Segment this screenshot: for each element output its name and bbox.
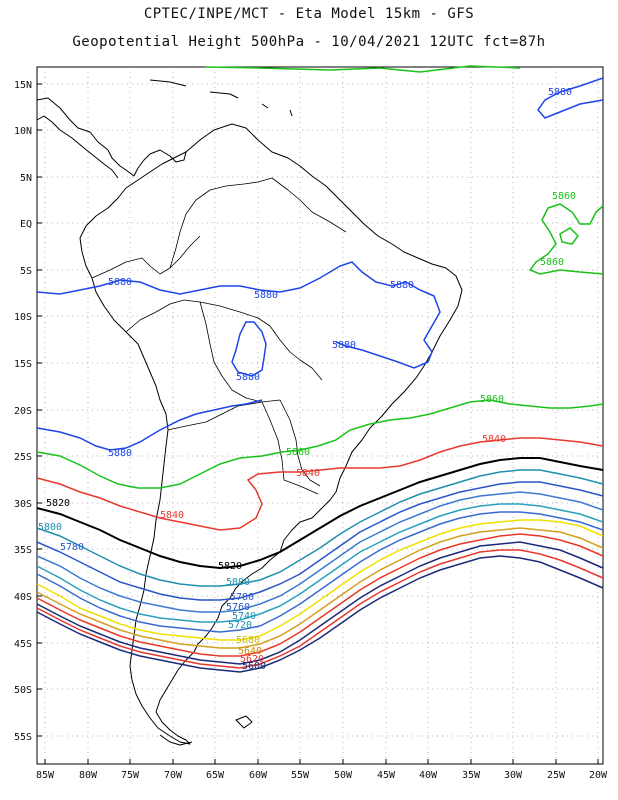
lat-label: 20S [14, 406, 32, 417]
contour-label: 5640 [238, 646, 262, 657]
lat-label: 10S [14, 312, 32, 323]
lon-label: 55W [291, 770, 310, 781]
lon-label: 50W [334, 770, 353, 781]
contour-label: 5840 [296, 468, 320, 479]
chart-title: CPTEC/INPE/MCT - Eta Model 15km - GFS [143, 6, 475, 22]
contour-5640 [36, 541, 604, 665]
contour-5860-mid [36, 399, 604, 489]
caribbean-islands [149, 79, 293, 117]
lat-label: 5S [20, 266, 32, 277]
lon-label: 30W [504, 770, 523, 781]
contour-5880-tropics [36, 261, 441, 369]
contour-5860-top [204, 65, 521, 73]
contour-lines [36, 65, 604, 673]
contour-label: 5780 [230, 592, 254, 603]
lon-label: 60W [249, 770, 268, 781]
contour-label: 5860 [540, 257, 564, 268]
lat-label: 30S [14, 499, 32, 510]
contour-label: 5880 [332, 340, 356, 351]
lon-label: 45W [377, 770, 396, 781]
contour-5660 [36, 533, 604, 657]
latitude-labels: 15N 10N 5N EQ 5S 10S 15S 20S 25S 30S 35S… [14, 80, 32, 743]
contour-5820 [36, 457, 604, 570]
contour-label: 5720 [228, 620, 252, 631]
lat-label: 55S [14, 732, 32, 743]
central-america-coast [36, 97, 187, 177]
contour-label: 5860 [286, 447, 310, 458]
contour-label: 5620 [240, 654, 264, 665]
lat-label: 15S [14, 359, 32, 370]
contour-5680 [36, 527, 604, 649]
contour-label: 5820 [46, 498, 70, 509]
lon-label: 70W [164, 770, 183, 781]
lon-label: 40W [419, 770, 438, 781]
tierra-del-fuego [159, 734, 193, 746]
lon-label: 75W [121, 770, 140, 781]
contour-5860-east [528, 203, 604, 275]
contour-label: 5860 [480, 394, 504, 405]
lat-label: 10N [14, 126, 32, 137]
lat-label: EQ [20, 219, 32, 230]
lat-label: 35S [14, 545, 32, 556]
lat-label: 45S [14, 639, 32, 650]
contour-label: 5680 [236, 635, 260, 646]
plot-frame [36, 66, 604, 765]
chart-subtitle: Geopotential Height 500hPa - 10/04/2021 … [72, 34, 546, 50]
contour-label: 5800 [38, 522, 62, 533]
contour-label: 5880 [548, 87, 572, 98]
contour-5880-topright [537, 77, 604, 119]
lon-label: 85W [36, 770, 55, 781]
lat-label: 5N [20, 173, 32, 184]
contour-label: 5880 [108, 277, 132, 288]
contour-label: 5740 [232, 611, 256, 622]
contour-labels: 5880 5880 5880 5880 5880 5880 5880 5860 … [38, 87, 576, 672]
contour-5720 [36, 511, 604, 633]
longitude-labels: 85W 80W 75W 70W 65W 60W 55W 50W 45W 40W … [36, 770, 608, 781]
contour-5620 [36, 549, 604, 669]
contour-label: 5840 [482, 434, 506, 445]
lon-label: 35W [462, 770, 481, 781]
tick-marks [37, 83, 599, 764]
contour-5740 [36, 503, 604, 623]
contour-5760 [36, 491, 604, 613]
grid-lines [37, 67, 603, 764]
falkland-islands [235, 715, 253, 729]
contour-label: 5780 [60, 542, 84, 553]
contour-label: 5840 [160, 510, 184, 521]
contour-5840 [36, 437, 604, 531]
contour-label: 5800 [226, 577, 250, 588]
south-america-coast [79, 123, 463, 745]
lat-label: 15N [14, 80, 32, 91]
coastlines [36, 79, 463, 746]
contour-label: 5880 [108, 448, 132, 459]
contour-5860-east-loop [559, 227, 579, 245]
contour-label: 5820 [218, 561, 242, 572]
central-america-north [36, 115, 119, 179]
contour-label: 5880 [254, 290, 278, 301]
country-borders [91, 177, 347, 495]
contour-5700 [36, 519, 604, 641]
contour-5800 [36, 469, 604, 587]
lon-label: 20W [589, 770, 608, 781]
contour-label: 5880 [390, 280, 414, 291]
lon-label: 65W [206, 770, 225, 781]
contour-label: 5880 [236, 372, 260, 383]
contour-label: 5600 [242, 661, 266, 672]
lat-label: 50S [14, 685, 32, 696]
contour-label: 5760 [226, 602, 250, 613]
contour-5880-south-loop [231, 321, 267, 377]
lon-label: 80W [79, 770, 98, 781]
contour-5600 [36, 555, 604, 673]
contour-5780 [36, 481, 604, 601]
contour-label: 5860 [552, 191, 576, 202]
lon-label: 25W [547, 770, 566, 781]
contour-5880-andes [36, 399, 263, 451]
lat-label: 25S [14, 452, 32, 463]
lat-label: 40S [14, 592, 32, 603]
